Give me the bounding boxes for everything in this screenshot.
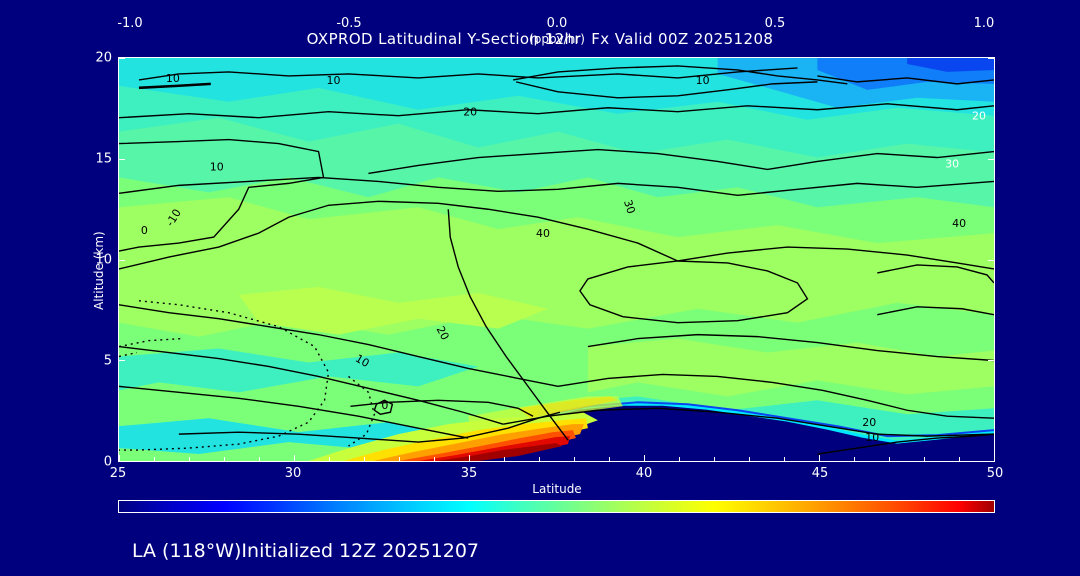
colorbar-unit-label: (ppbv/hr) bbox=[529, 32, 585, 46]
contour-label: 10 bbox=[353, 352, 372, 370]
x-tick-label: 50 bbox=[986, 466, 1004, 481]
contour-label: 20 bbox=[463, 106, 477, 119]
colorbar-tick-label: 1.0 bbox=[973, 16, 995, 31]
contour-label: 10 bbox=[327, 74, 341, 87]
footer-caption: LA (118°W)Initialized 12Z 20251207 bbox=[132, 540, 479, 562]
plot-area: 10 10 10 20 20 10 30 0 40 40 30 -10 20 1… bbox=[118, 57, 995, 462]
line-contours: 10 10 10 20 20 10 30 0 40 40 30 -10 20 1… bbox=[119, 65, 994, 455]
contour-label: 40 bbox=[536, 227, 550, 240]
contour-label: 30 bbox=[621, 198, 638, 215]
filled-contour-field bbox=[119, 58, 994, 461]
page-title: OXPROD Latitudinal Y-Section 12hr Fx Val… bbox=[306, 30, 774, 48]
contour-label: 0 bbox=[381, 399, 388, 412]
axis-ticks bbox=[119, 58, 994, 461]
colorbar bbox=[118, 500, 995, 513]
colorbar-tick-label: -1.0 bbox=[117, 16, 143, 31]
colorbar-tick-label: -0.5 bbox=[336, 16, 362, 31]
contour-label: 40 bbox=[952, 217, 966, 230]
contour-label: 10 bbox=[865, 431, 879, 444]
y-tick-label: 5 bbox=[103, 353, 112, 369]
y-tick-label: 15 bbox=[95, 151, 112, 167]
contour-label: 0 bbox=[141, 224, 148, 237]
contour-label: 20 bbox=[972, 110, 986, 123]
x-axis-title: Latitude bbox=[532, 482, 582, 496]
x-tick-label: 25 bbox=[109, 466, 127, 481]
contour-label: 20 bbox=[434, 324, 452, 342]
colorbar-tick-label: 0.5 bbox=[764, 16, 786, 31]
y-tick-label: 20 bbox=[95, 50, 112, 66]
x-tick-label: 45 bbox=[811, 466, 829, 481]
y-axis-title: Altitude (km) bbox=[92, 231, 106, 310]
contour-label: 20 bbox=[862, 416, 876, 429]
contour-label: 10 bbox=[166, 72, 180, 85]
y-tick-label: 10 bbox=[95, 252, 112, 268]
y-tick-label: 0 bbox=[103, 454, 112, 470]
x-tick-label: 30 bbox=[284, 466, 302, 481]
x-tick-label: 35 bbox=[460, 466, 478, 481]
x-tick-label: 40 bbox=[635, 466, 653, 481]
contour-label: 10 bbox=[210, 160, 224, 173]
contour-label: 10 bbox=[696, 74, 710, 87]
colorbar-tick-label: 0.0 bbox=[546, 16, 568, 31]
contour-label: 30 bbox=[945, 157, 959, 170]
